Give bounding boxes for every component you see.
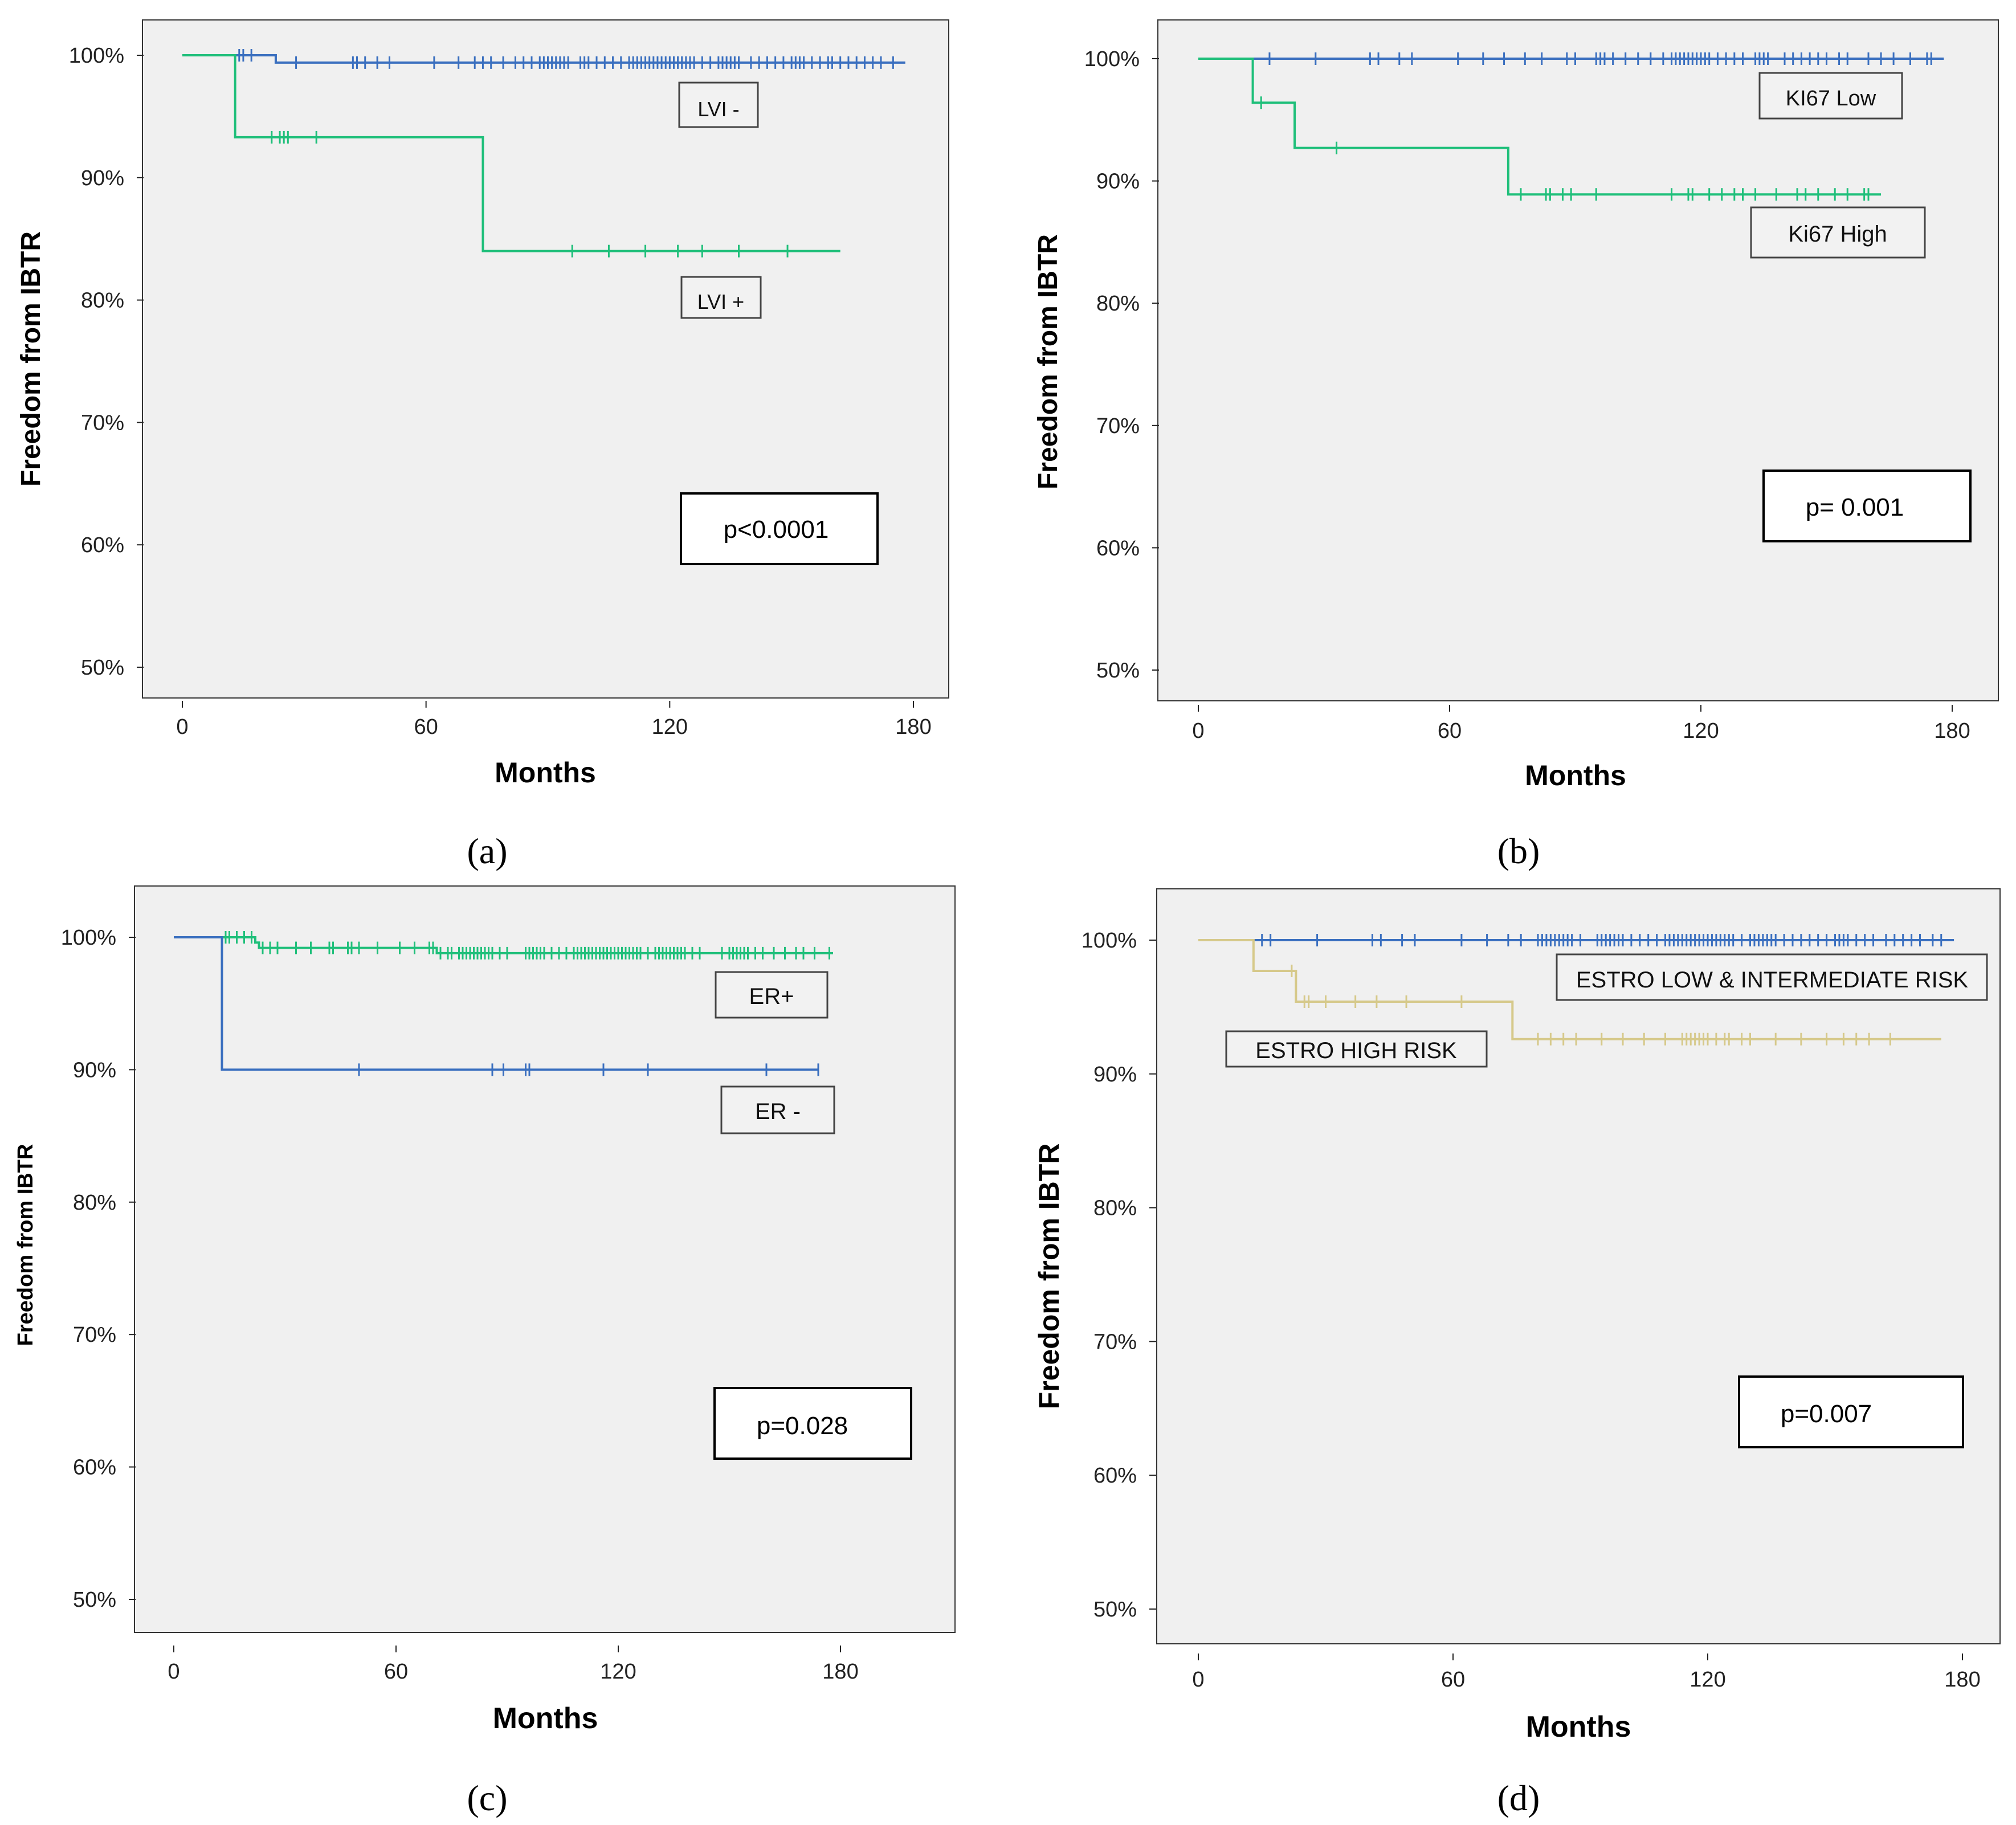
- p-value-b: p= 0.001: [1806, 493, 1904, 521]
- p-value-box-a: [680, 492, 879, 565]
- x-tick-label-c-180: 180: [822, 1660, 858, 1684]
- x-tick-label-b-120: 120: [1683, 719, 1719, 743]
- y-tick-label-c-60: 60%: [73, 1456, 116, 1480]
- y-tick-label-a-60: 60%: [81, 533, 124, 557]
- legend-label-lvi-minus: LVI -: [697, 97, 739, 121]
- p-value-c: p=0.028: [757, 1412, 848, 1440]
- legend-box-ki67-high: [1750, 206, 1926, 259]
- y-tick-label-a-100: 100%: [69, 44, 124, 68]
- survival-curve-c-er: [174, 936, 833, 954]
- legend-label-ki67-high: Ki67 High: [1788, 222, 1887, 247]
- panel-label-c: (c): [467, 1778, 507, 1818]
- y-tick-label-b-90: 90%: [1096, 170, 1140, 194]
- y-tick-label-d-70: 70%: [1093, 1330, 1137, 1354]
- p-value-box-d: [1738, 1375, 1964, 1448]
- legend-box-ki67-low: [1758, 72, 1903, 120]
- x-tick-label-d-180: 180: [1944, 1668, 1980, 1692]
- y-tick-label-c-50: 50%: [73, 1588, 116, 1612]
- legend-box-estro-high: [1225, 1030, 1488, 1068]
- y-tick-label-c-80: 80%: [73, 1191, 116, 1215]
- panel-a: 0 60 120 180 50% 60% 70% 80% 90% 100% LVI - LVI …: [16, 19, 949, 871]
- panel-b-plot-area: [1157, 19, 1999, 701]
- y-tick-label-b-80: 80%: [1096, 292, 1140, 316]
- y-tick-label-b-60: 60%: [1096, 536, 1140, 560]
- y-tick-label-a-50: 50%: [81, 656, 124, 680]
- y-tick-label-d-90: 90%: [1093, 1063, 1137, 1087]
- y-tick-label-c-90: 90%: [73, 1058, 116, 1082]
- y-tick-label-d-80: 80%: [1093, 1197, 1137, 1220]
- y-tick-label-d-60: 60%: [1093, 1464, 1137, 1488]
- x-tick-label-c-120: 120: [600, 1660, 636, 1684]
- panel-c: 0 60 120 180 50% 60% 70% 80% 90% 100% ER+ ER - p…: [14, 885, 956, 1818]
- x-tick-label-a-60: 60: [414, 715, 438, 739]
- x-tick-label-d-60: 60: [1441, 1668, 1465, 1692]
- y-tick-label-d-50: 50%: [1093, 1598, 1137, 1622]
- x-axis-title-a: Months: [495, 757, 596, 789]
- x-axis-title-d: Months: [1526, 1710, 1631, 1744]
- p-value-a: p<0.0001: [724, 516, 829, 544]
- y-axis-title-b: Freedom from IBTR: [1033, 234, 1063, 489]
- legend-label-lvi-plus: LVI +: [697, 290, 744, 313]
- survival-curve-c-er: [174, 936, 818, 1071]
- legend-box-er-plus: [715, 971, 829, 1019]
- x-tick-label-b-60: 60: [1438, 719, 1462, 743]
- survival-curve-a-lvi: [182, 54, 840, 252]
- panel-d: 0 60 120 180 50% 60% 70% 80% 90% 100% ESTRO LOW …: [1033, 888, 2001, 1818]
- x-axis-title-b: Months: [1525, 760, 1626, 791]
- y-tick-label-b-50: 50%: [1096, 659, 1140, 683]
- panel-label-d: (d): [1497, 1778, 1540, 1818]
- x-tick-label-a-180: 180: [895, 715, 931, 739]
- survival-curve-d-estro-high-risk: [1198, 939, 1941, 1040]
- y-axis-title-d: Freedom from IBTR: [1033, 1144, 1065, 1410]
- y-tick-label-d-100: 100%: [1082, 929, 1137, 953]
- x-tick-label-a-120: 120: [652, 715, 688, 739]
- legend-label-er-minus: ER -: [755, 1099, 801, 1124]
- p-value-d: p=0.007: [1781, 1400, 1872, 1428]
- panel-label-a: (a): [467, 831, 507, 871]
- legend-box-lvi-minus: [678, 81, 759, 128]
- survival-curve-b-ki67-high: [1198, 58, 1882, 196]
- legend-label-er-plus: ER+: [749, 984, 794, 1009]
- p-value-box-c: [713, 1387, 912, 1460]
- x-tick-label-c-60: 60: [384, 1660, 408, 1684]
- legend-label-estro-high: ESTRO HIGH RISK: [1255, 1038, 1457, 1063]
- x-tick-label-d-120: 120: [1689, 1668, 1725, 1692]
- p-value-box-b: [1762, 469, 1972, 542]
- y-tick-label-c-70: 70%: [73, 1323, 116, 1347]
- legend-box-lvi-plus: [680, 276, 762, 319]
- panel-c-plot-area: [134, 885, 956, 1633]
- x-tick-label-d-0: 0: [1192, 1668, 1204, 1692]
- legend-label-estro-low-intermediate: ESTRO LOW & INTERMEDIATE RISK: [1576, 967, 1969, 993]
- panel-label-b: (b): [1497, 831, 1540, 871]
- y-axis-title-a: Freedom from IBTR: [16, 231, 46, 487]
- panel-b: 0 60 120 180 50% 60% 70% 80% 90% 100% KI67 Low K…: [1033, 19, 1999, 871]
- legend-label-ki67-low: KI67 Low: [1786, 87, 1876, 111]
- y-tick-label-a-70: 70%: [81, 411, 124, 435]
- panel-a-plot-area: [142, 19, 949, 699]
- x-axis-title-c: Months: [493, 1702, 598, 1735]
- y-tick-label-b-100: 100%: [1084, 47, 1140, 71]
- y-tick-label-a-80: 80%: [81, 289, 124, 313]
- y-tick-label-c-100: 100%: [61, 926, 116, 950]
- x-tick-label-b-180: 180: [1934, 719, 1970, 743]
- legend-box-er-minus: [720, 1085, 835, 1134]
- y-tick-label-a-90: 90%: [81, 166, 124, 190]
- x-tick-label-b-0: 0: [1192, 719, 1204, 743]
- panel-d-plot-area: [1156, 888, 2001, 1644]
- legend-box-estro-low-intermediate: [1556, 953, 1988, 1001]
- x-tick-label-c-0: 0: [168, 1660, 179, 1684]
- y-tick-label-b-70: 70%: [1096, 414, 1140, 438]
- x-tick-label-a-0: 0: [176, 715, 188, 739]
- y-axis-title-c: Freedom from IBTR: [14, 1144, 38, 1346]
